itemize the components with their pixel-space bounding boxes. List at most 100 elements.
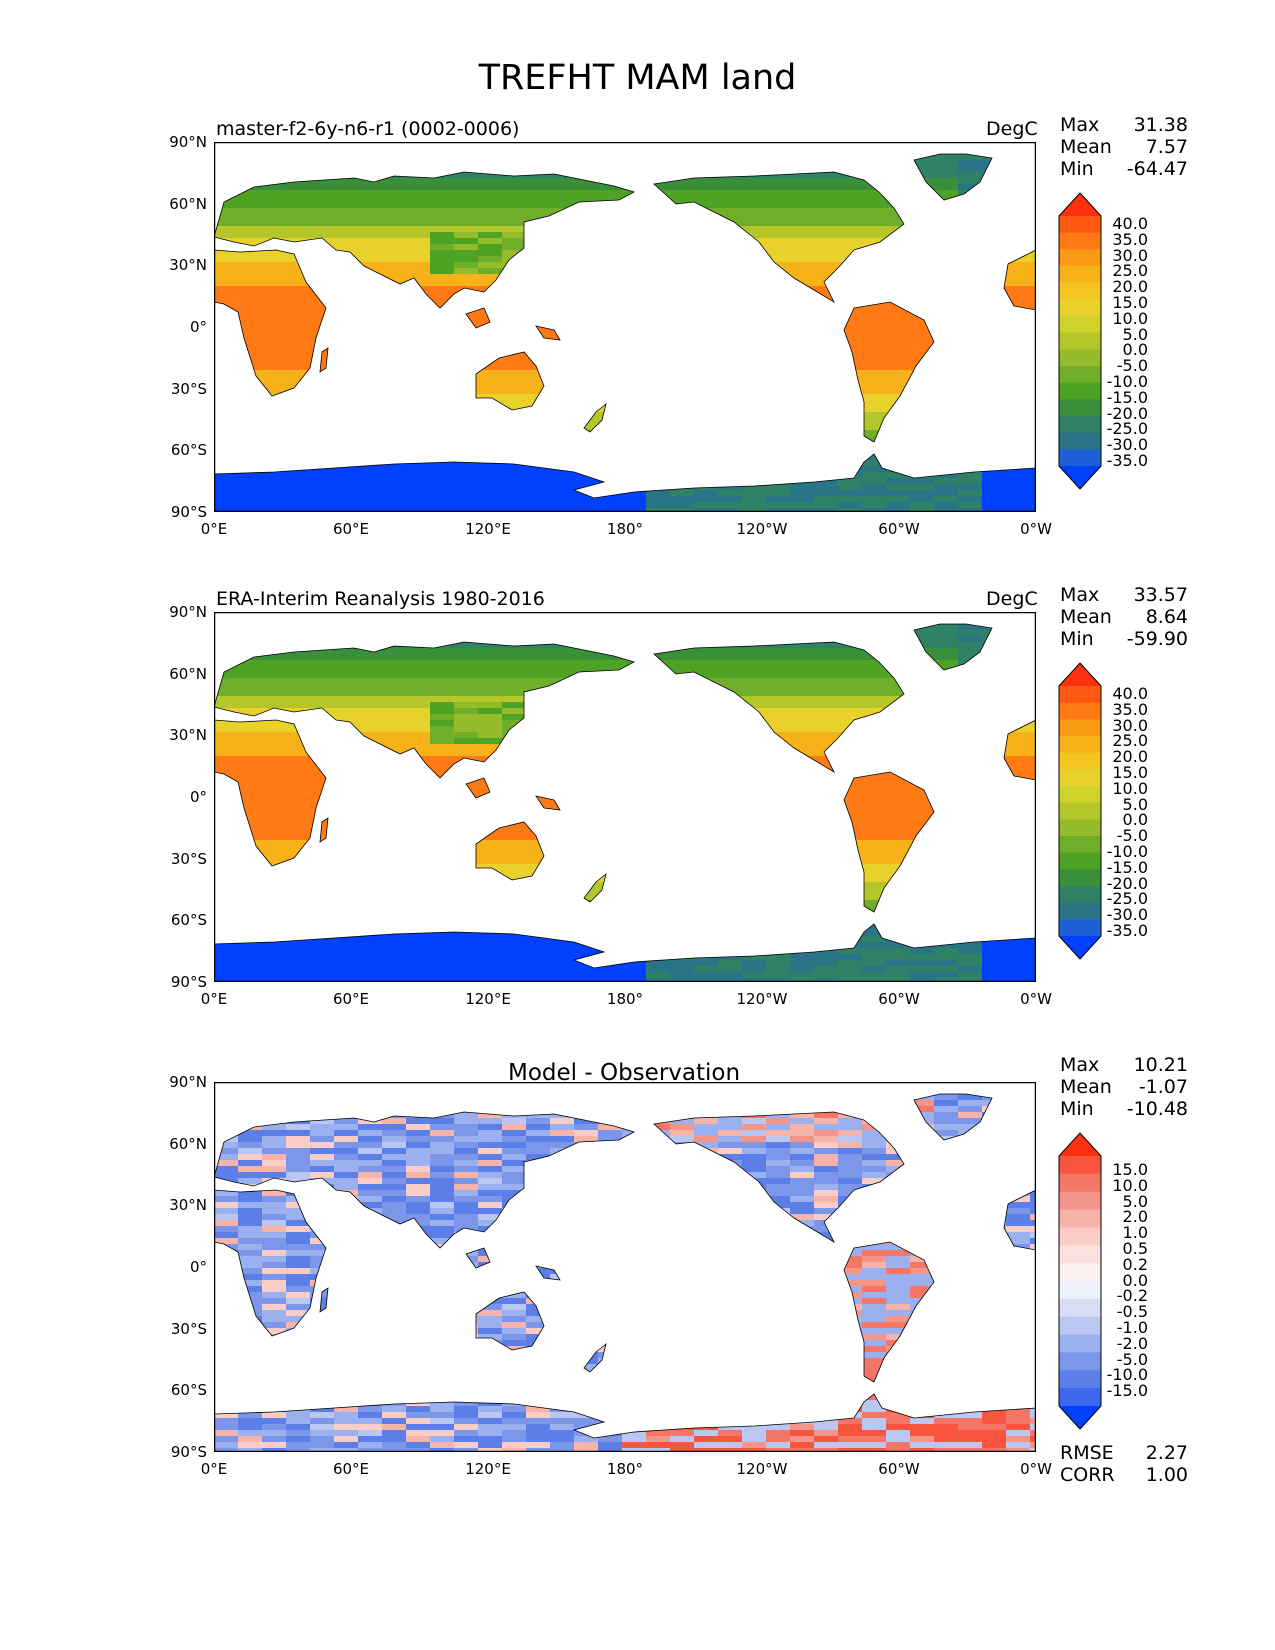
colorbar-tick-label: 25.0 [1112,261,1148,281]
colorbar-tick-label: -15.0 [1106,857,1148,877]
panel-observation: ERA-Interim Reanalysis 1980-2016 DegC Ma… [0,570,1275,1010]
colorbar-tick-label: -2.0 [1116,1333,1148,1353]
panel-units: DegC [986,588,1038,610]
colorbar-tick-label: 0.0 [1122,340,1148,360]
stat-min-label: Min [1060,1098,1094,1120]
stat-mean-value: -1.07 [1138,1076,1188,1098]
coastlines [214,623,1036,982]
colorbar-tick-label: 15.0 [1112,1160,1148,1179]
colorbar [1058,662,1118,960]
lat-tick-label: 30°N [169,726,207,745]
colorbar-tick-label: -25.0 [1106,889,1148,909]
map-canvas [214,1082,1036,1452]
lon-tick-label: 120°E [465,1460,511,1478]
colorbar-tick-label: 35.0 [1112,229,1148,249]
lon-tick-label: 60°W [878,990,920,1008]
stat-min-label: Min [1060,158,1094,180]
stat-min-value: -10.48 [1126,1098,1188,1120]
stat-rmse-label: RMSE [1060,1442,1114,1464]
lon-tick-label: 0°W [1020,990,1052,1008]
map-canvas [214,612,1036,982]
lat-tick-label: 30°S [170,849,207,868]
colorbar-tick-label: -10.0 [1106,371,1148,391]
colorbar-graphic [1058,192,1102,490]
lon-tick-label: 120°W [736,520,788,538]
colorbar-tick-label: 15.0 [1112,292,1148,312]
stat-max-value: 33.57 [1133,584,1188,606]
colorbar-tick-label: -1.0 [1116,1317,1148,1337]
colorbar-tick-label: 0.0 [1122,810,1148,830]
coastlines [214,153,1036,512]
colorbar-tick-label: 5.0 [1122,324,1148,344]
map-frame [214,612,1036,982]
lat-tick-label: 60°N [169,1134,207,1153]
lat-tick-label: 0° [189,788,207,806]
colorbar-tick-label: -35.0 [1106,450,1148,470]
colorbar [1058,192,1118,490]
colorbar-tick-label: -20.0 [1106,873,1148,893]
panel-left-title: ERA-Interim Reanalysis 1980-2016 [216,588,545,610]
lat-tick-label: 90°N [169,133,207,151]
stat-rmse-value: 2.27 [1145,1442,1188,1464]
lat-tick-label: 30°N [169,256,207,275]
lat-tick-label: 90°N [169,1073,207,1091]
colorbar-tick-label: -5.0 [1116,826,1148,846]
colorbar-tick-label: -0.5 [1116,1302,1148,1322]
colorbar-graphic [1058,1132,1102,1430]
stat-mean-label: Mean [1060,1076,1112,1098]
map-frame [214,1082,1036,1452]
colorbar-tick-label: 15.0 [1112,762,1148,782]
lon-tick-label: 60°W [878,520,920,538]
lon-tick-label: 0°W [1020,520,1052,538]
panel-stats: Max 33.57 Mean 8.64 Min -59.90 [1060,584,1188,650]
stat-mean-value: 8.64 [1145,606,1188,628]
lat-tick-label: 60°S [170,441,207,460]
stat-max-value: 10.21 [1133,1054,1188,1076]
colorbar-graphic [1058,662,1102,960]
colorbar-tick-label: -20.0 [1106,403,1148,423]
lat-tick-label: 60°S [170,911,207,930]
land-fill [214,624,1036,982]
panel-extra-stats: RMSE 2.27 CORR 1.00 [1060,1442,1188,1486]
stat-min-label: Min [1060,628,1094,650]
stat-mean-value: 7.57 [1145,136,1188,158]
lat-tick-label: 30°N [169,1196,207,1215]
figure-title: TREFHT MAM land [478,58,797,98]
colorbar-tick-label: 20.0 [1112,747,1148,767]
panel-units: DegC [986,118,1038,140]
lat-tick-label: 30°S [170,379,207,398]
colorbar-tick-label: 2.0 [1122,1207,1148,1227]
colorbar-tick-label: 25.0 [1112,731,1148,751]
panel-stats: Max 31.38 Mean 7.57 Min -64.47 [1060,114,1188,180]
colorbar-tick-label: -10.0 [1106,841,1148,861]
map-plot [214,142,1036,512]
colorbar-tick-label: -35.0 [1106,920,1148,940]
map-plot [214,612,1036,982]
colorbar-tick-label: -0.2 [1116,1286,1148,1306]
colorbar-tick-label: 0.2 [1122,1254,1148,1274]
map-frame [214,142,1036,512]
lon-tick-label: 120°W [736,1460,788,1478]
lon-tick-label: 120°E [465,990,511,1008]
stat-mean-label: Mean [1060,606,1112,628]
colorbar-tick-label: 35.0 [1112,699,1148,719]
colorbar-labels: 15.0 10.0 5.0 2.0 1.0 0.5 0.2 0.0 -0.2 -0.5 -1.0 -2… [1100,1162,1148,1399]
lat-tick-label: 60°N [169,664,207,683]
lat-tick-label: 90°S [170,973,207,991]
coastlines [214,1093,1036,1452]
colorbar-labels: 40.0 35.0 30.0 25.0 20.0 15.0 10.0 5.0 0.0 -5.0 -1… [1100,216,1148,469]
panel-left-title: master-f2-6y-n6-r1 (0002-0006) [216,118,520,140]
colorbar-tick-label: -30.0 [1106,435,1148,455]
colorbar-tick-label: -10.0 [1106,1365,1148,1385]
lon-tick-label: 120°E [465,520,511,538]
lat-tick-label: 60°S [170,1381,207,1400]
colorbar [1058,1132,1118,1430]
colorbar-tick-label: 5.0 [1122,794,1148,814]
colorbar-tick-label: 40.0 [1112,684,1148,703]
colorbar-tick-label: 40.0 [1112,214,1148,233]
land-fill [214,154,1036,512]
colorbar-tick-label: -25.0 [1106,419,1148,439]
lon-tick-label: 180° [606,990,644,1008]
colorbar-tick-label: 0.5 [1122,1238,1148,1258]
lon-tick-label: 0°E [200,1460,228,1478]
